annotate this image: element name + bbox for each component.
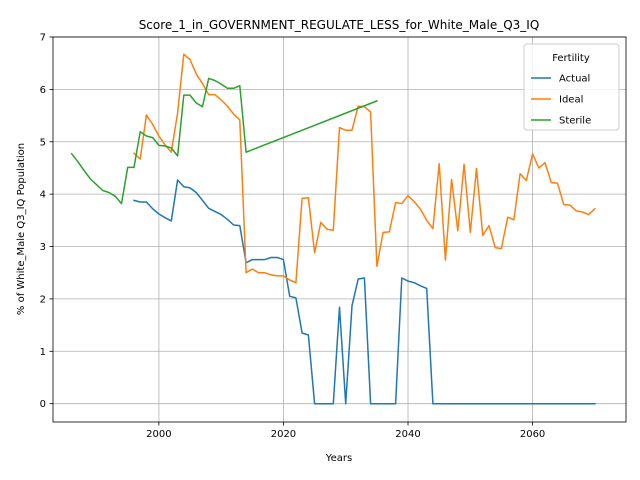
x-axis-label: Years <box>325 453 352 464</box>
legend-label-sterile: Sterile <box>559 116 591 127</box>
x-tick-label: 2020 <box>271 429 296 440</box>
y-tick-label: 4 <box>40 190 46 201</box>
y-tick-label: 2 <box>40 294 46 305</box>
y-axis-ticks: 0 1 2 3 4 5 6 7 <box>40 33 53 410</box>
x-tick-label: 2060 <box>520 429 545 440</box>
series-line-sterile <box>70 77 378 205</box>
legend-entries: Actual Ideal Sterile <box>531 74 591 127</box>
legend-box <box>523 43 620 131</box>
y-tick-label: 5 <box>40 137 46 148</box>
series-line-ideal <box>132 53 596 284</box>
y-axis-label: % of White_Male Q3_IQ Population <box>16 143 27 315</box>
x-tick-label: 2040 <box>395 429 420 440</box>
legend-label-ideal: Ideal <box>559 95 583 106</box>
y-tick-label: 7 <box>40 33 46 44</box>
x-tick-label: 2000 <box>146 429 171 440</box>
chart-title: Score_1_in_GOVERNMENT_REGULATE_LESS_for_… <box>139 18 540 32</box>
plot-frame <box>52 36 627 423</box>
series-lines <box>70 53 596 405</box>
legend-title: Fertility <box>552 53 590 64</box>
y-tick-label: 3 <box>40 242 46 253</box>
legend: Fertility Actual Ideal Sterile <box>523 43 620 131</box>
x-axis-ticks: 2000 2020 2040 2060 <box>146 422 545 440</box>
y-tick-label: 6 <box>40 85 46 96</box>
series-line-actual <box>133 179 596 405</box>
legend-label-actual: Actual <box>559 74 590 85</box>
y-tick-label: 0 <box>40 399 46 410</box>
y-tick-label: 1 <box>40 347 46 358</box>
